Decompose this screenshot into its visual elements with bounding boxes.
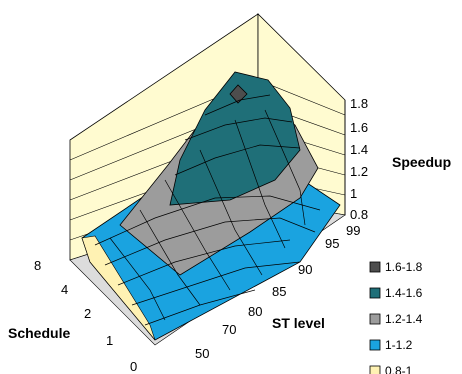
legend-swatch: [369, 313, 381, 325]
y-tick-3: 4: [61, 282, 68, 297]
surface-band-0.8-1: [81, 235, 156, 341]
y-tick-2: 2: [84, 306, 91, 321]
z-tick-1: 1: [350, 186, 357, 201]
z-tick-3: 1.4: [350, 142, 368, 157]
x-axis-title: ST level: [272, 315, 325, 331]
legend-swatch: [369, 365, 381, 374]
surface-band-1.4-1.6: [169, 71, 301, 206]
x-tick-4: 90: [298, 262, 312, 277]
legend-label: 1.2-1.4: [385, 312, 423, 326]
x-tick-6: 99: [346, 223, 360, 238]
y-tick-0: 0: [130, 359, 137, 374]
x-tick-1: 70: [222, 322, 236, 337]
x-axis-ticks: 50 70 80 85 90 95 99: [195, 223, 360, 361]
x-tick-2: 80: [248, 304, 262, 319]
z-tick-5: 1.8: [350, 96, 368, 111]
y-axis-title: Schedule: [8, 325, 70, 341]
legend-label: 1.6-1.8: [385, 260, 423, 274]
legend: 1.6-1.8 1.4-1.6 1.2-1.4 1-1.2 0.8-1: [369, 260, 423, 374]
x-tick-3: 85: [272, 284, 286, 299]
z-tick-0: 0.8: [350, 207, 368, 222]
legend-swatch: [369, 287, 381, 299]
z-tick-4: 1.6: [350, 120, 368, 135]
legend-swatch: [369, 261, 381, 273]
x-tick-5: 95: [325, 236, 339, 251]
y-axis-ticks: 0 1 2 4 8: [34, 258, 137, 374]
surface-band-1.6-1.8: [229, 84, 248, 104]
z-axis-title: Speedup: [392, 154, 451, 170]
legend-label: 1.4-1.6: [385, 286, 423, 300]
x-tick-0: 50: [195, 346, 209, 361]
surface-mesh: [94, 94, 321, 326]
z-axis-ticks: 0.8 1 1.2 1.4 1.6 1.8: [350, 96, 368, 222]
z-tick-2: 1.2: [350, 164, 368, 179]
legend-label: 0.8-1: [385, 364, 413, 374]
legend-swatch: [369, 339, 381, 351]
y-tick-1: 1: [106, 333, 113, 348]
y-tick-4: 8: [34, 258, 41, 273]
legend-label: 1-1.2: [385, 338, 413, 352]
